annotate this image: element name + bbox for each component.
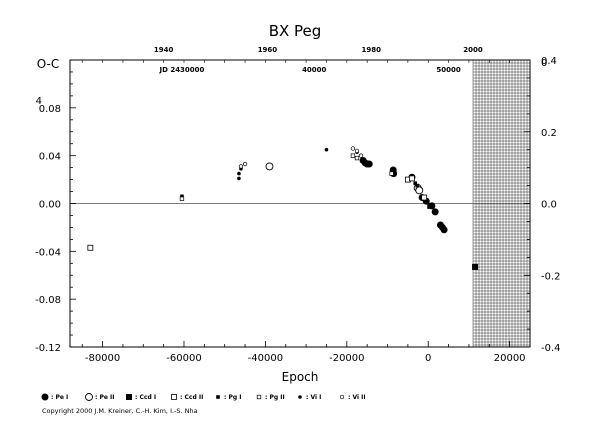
top-year-label: 1940 [154,46,174,54]
top-year-label: 1980 [361,46,381,54]
y-tick-label: -0.04 [35,247,61,258]
point-pg-i [216,395,220,399]
data-points [87,146,479,270]
y2-tick-label: 0.0 [541,200,557,211]
x-tick-label: 0 [425,353,431,364]
point-vi-i [298,395,302,399]
point-ccd-ii [421,194,428,201]
point-vi-i [237,176,241,181]
point-pg-ii [256,394,262,400]
point-ccd-ii [409,175,415,182]
top-jd-label: JD 2430000 [158,66,204,74]
y2-tick-label: 0.2 [541,128,557,139]
point-ccd-i [427,202,434,209]
y-axis-title: O-C [37,57,60,71]
y-tick-label: -0.08 [35,295,61,306]
y2-tick-label: 0.4 [541,56,557,67]
point-pg-ii [389,171,394,176]
point-pe-ii [415,186,424,195]
point-pe-i [431,208,439,216]
point-pg-i [413,181,418,185]
point-vi-i [237,171,241,176]
left-top-extra-label: 4 [36,96,42,107]
point-pe-i [41,393,49,401]
legend: : Pe I : Pe II : Ccd I : Ccd II : Pg I : Pg I… [41,393,366,401]
point-vi-ii [354,148,360,154]
point-vi-i [324,147,329,152]
point-vi-ii [350,146,356,151]
point-pg-ii [179,196,185,201]
y2-tick-label: -0.2 [541,271,561,282]
x-tick-label: -40000 [248,353,283,364]
point-ccd-ii [171,394,177,400]
right-top-extra-label: 0 [541,58,547,69]
right-axis-ticks: -0.4 -0.2 0.0 0.2 0.4 [524,56,561,354]
point-pe-ii [85,393,93,401]
point-pg-ii [350,153,356,158]
y-axis-ticks: -0.12 -0.08 -0.04 0.00 0.04 0.08 [35,59,76,354]
point-ccd-i [126,394,132,400]
x-tick-label: -20000 [329,353,364,364]
point-vi-ii [358,153,364,158]
point-pg-i [180,194,184,199]
legend-label: : Pe II [95,394,115,401]
legend-label: : Vi II [348,394,366,401]
y-tick-label: 0.00 [39,200,61,211]
chart-title: BX Peg [269,22,322,40]
point-ccd-i [472,263,479,270]
copyright-text: Copyright 2000 J.M. Kreiner, C.-H. Kim, … [42,407,198,415]
x-axis-title: Epoch [282,370,319,384]
x-axis-ticks: -80000 -60000 -40000 -20000 0 20000 [81,341,531,364]
y-tick-label: 0.08 [39,104,61,115]
point-pg-i [415,183,420,188]
point-pe-i [365,160,373,168]
top-year-label: 2000 [463,46,483,54]
point-pe-i [440,226,448,234]
top-date-axis: 1940 1960 1980 2000 JD 2430000 40000 50000 [81,46,531,74]
y-tick-label: 0.04 [39,152,61,163]
top-year-label: 1960 [258,46,278,54]
top-jd-label: 50000 [436,66,460,74]
point-pg-ii [354,155,360,161]
point-ccd-ii [87,244,94,251]
y-tick-label: -0.12 [35,343,61,354]
legend-label: : Pg I [224,394,242,401]
point-vi-ii [339,394,345,400]
legend-label: : Pg II [265,394,285,401]
x-tick-label: 20000 [494,353,526,364]
top-jd-label: 40000 [302,66,326,74]
legend-label: : Pe I [51,394,68,401]
y2-tick-label: -0.4 [541,343,561,354]
point-vi-ii [242,161,248,167]
point-vi-ii [238,164,244,169]
point-pe-ii [265,162,274,171]
legend-label: : Ccd I [135,394,156,401]
legend-label: : Ccd II [180,394,203,401]
legend-label: : Vi I [306,394,321,401]
x-tick-label: -60000 [166,353,201,364]
x-tick-label: -80000 [85,353,120,364]
